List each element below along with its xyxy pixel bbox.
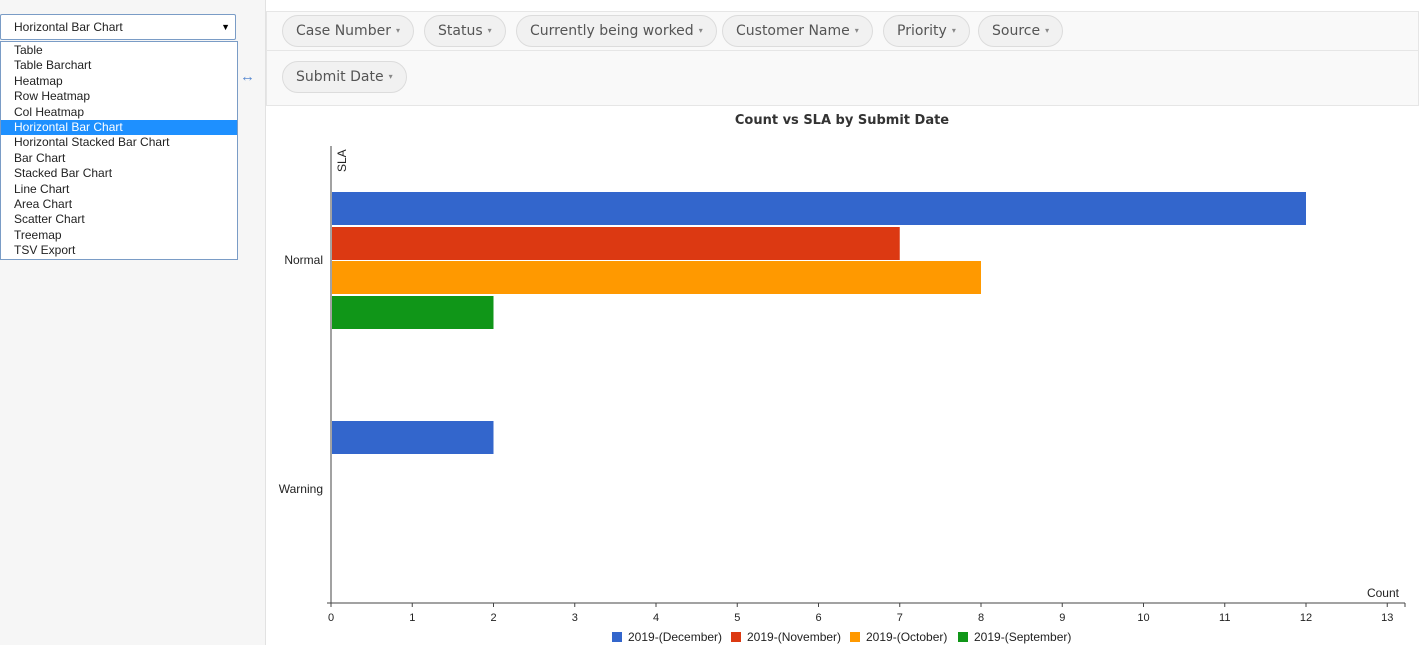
attribute-pill[interactable]: Case Number ▾	[282, 15, 414, 47]
x-tick-label: 8	[978, 612, 984, 624]
y-axis-label: SLA	[335, 149, 349, 172]
attribute-pill-label: Source	[992, 23, 1041, 39]
chart-title: Count vs SLA by Submit Date	[735, 113, 949, 128]
attribute-pill[interactable]: Submit Date ▾	[282, 61, 407, 93]
bar	[332, 192, 1306, 225]
renderer-dropdown-list: Table Table Barchart Heatmap Row Heatmap Col…	[0, 41, 238, 260]
attribute-pill[interactable]: Priority ▾	[883, 15, 970, 47]
filter-triangle-icon[interactable]: ▾	[395, 26, 400, 35]
legend-swatch	[731, 632, 741, 642]
renderer-option[interactable]: Area Chart	[14, 196, 73, 211]
renderer-option[interactable]: Horizontal Bar Chart	[1, 119, 237, 136]
attribute-pill[interactable]: Customer Name ▾	[722, 15, 873, 47]
category-label: Warning	[279, 482, 323, 496]
filter-triangle-icon[interactable]: ▾	[951, 26, 956, 35]
attribute-pill-label: Currently being worked	[530, 23, 694, 39]
swap-arrows-icon[interactable]: ↔	[240, 68, 255, 85]
x-tick-label: 3	[572, 612, 578, 624]
chevron-down-icon: ▼	[221, 22, 230, 32]
attribute-pill-label: Customer Name	[736, 23, 850, 39]
renderer-option[interactable]: Treemap	[14, 227, 62, 242]
bar	[332, 296, 494, 329]
x-tick-label: 6	[815, 612, 821, 624]
attribute-pill-label: Case Number	[296, 23, 391, 39]
attribute-pill-label: Priority	[897, 23, 947, 39]
attribute-pill-label: Status	[438, 23, 483, 39]
renderer-option[interactable]: Table Barchart	[14, 58, 92, 73]
renderer-select[interactable]: Horizontal Bar Chart ▼	[0, 14, 236, 40]
x-axis-label: Count	[1367, 586, 1400, 600]
x-tick-label: 11	[1219, 612, 1230, 624]
bar	[332, 261, 981, 294]
attribute-pill[interactable]: Status ▾	[424, 15, 506, 47]
legend-swatch	[850, 632, 860, 642]
renderer-selected-label: Horizontal Bar Chart	[14, 20, 123, 34]
filter-triangle-icon[interactable]: ▾	[487, 26, 492, 35]
legend-label: 2019-(September)	[974, 630, 1071, 644]
bar	[332, 421, 494, 454]
x-tick-label: 7	[897, 612, 903, 624]
renderer-option[interactable]: Table	[14, 43, 43, 57]
renderer-option[interactable]: Scatter Chart	[14, 212, 85, 227]
x-tick-label: 1	[409, 612, 415, 624]
renderer-option[interactable]: Line Chart	[14, 181, 70, 196]
filter-triangle-icon[interactable]: ▾	[698, 26, 703, 35]
x-tick-label: 13	[1381, 612, 1393, 624]
renderer-option[interactable]: Col Heatmap	[14, 104, 85, 119]
renderer-option[interactable]: Bar Chart	[14, 150, 66, 165]
x-tick-label: 2	[490, 612, 496, 624]
category-label: Normal	[284, 253, 323, 267]
x-tick-label: 4	[653, 612, 659, 624]
legend-label: 2019-(December)	[628, 630, 722, 644]
filter-triangle-icon[interactable]: ▾	[854, 26, 859, 35]
x-tick-label: 12	[1300, 612, 1312, 624]
renderer-option[interactable]: Heatmap	[14, 73, 63, 88]
filter-triangle-icon[interactable]: ▾	[1045, 26, 1050, 35]
panel-divider	[265, 0, 266, 645]
attribute-pill-label: Submit Date	[296, 69, 384, 85]
renderer-option[interactable]: Stacked Bar Chart	[14, 166, 113, 181]
legend-label: 2019-(October)	[866, 630, 947, 644]
renderer-option[interactable]: Horizontal Stacked Bar Chart	[14, 135, 170, 150]
renderer-option[interactable]: Row Heatmap	[14, 89, 91, 104]
renderer-option[interactable]: TSV Export	[14, 243, 76, 258]
legend-swatch	[612, 632, 622, 642]
attribute-pill[interactable]: Source ▾	[978, 15, 1064, 47]
x-tick-label: 9	[1059, 612, 1065, 624]
attribute-pill[interactable]: Currently being worked ▾	[516, 15, 717, 47]
bar	[332, 227, 900, 260]
row-attributes-area: Submit Date ▾	[266, 51, 1419, 106]
filter-triangle-icon[interactable]: ▾	[388, 72, 393, 81]
x-tick-label: 10	[1137, 612, 1149, 624]
column-attributes-area: Case Number ▾ Status ▾ Currently being worke…	[266, 11, 1419, 51]
legend-label: 2019-(November)	[747, 630, 841, 644]
x-tick-label: 5	[734, 612, 740, 624]
legend-swatch	[958, 632, 968, 642]
x-tick-label: 0	[328, 612, 334, 624]
